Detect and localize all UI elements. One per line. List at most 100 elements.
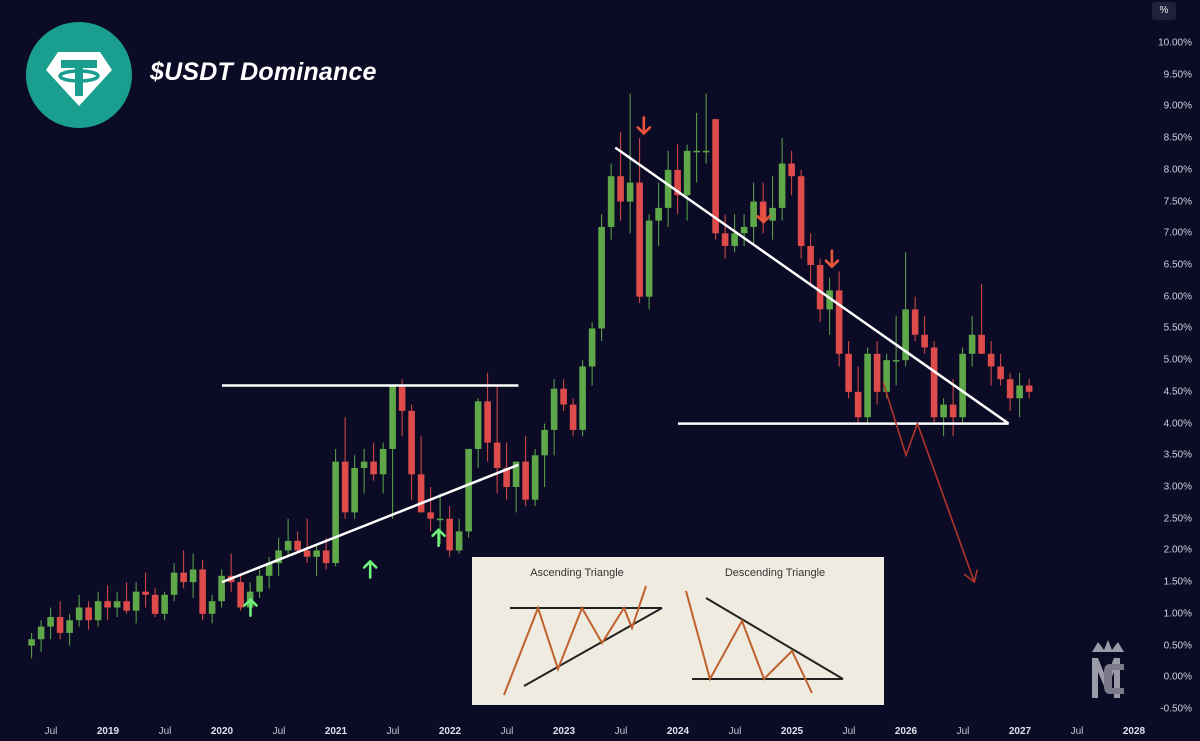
candle-body xyxy=(778,163,786,208)
y-tick-label: 5.50% xyxy=(1163,322,1192,334)
candle-body xyxy=(417,474,425,513)
candle-body xyxy=(731,233,738,246)
candle xyxy=(892,315,900,386)
candle xyxy=(740,214,748,246)
trendlines-group xyxy=(221,146,1010,584)
candle-body xyxy=(94,601,102,621)
x-tick-label: Jul xyxy=(614,726,628,737)
candle-body xyxy=(493,442,501,468)
candle-body xyxy=(968,334,976,354)
candle-body xyxy=(560,388,567,405)
candle xyxy=(75,594,83,627)
candle-body xyxy=(332,461,339,564)
y-tick-label: -0.50% xyxy=(1160,703,1192,715)
candle-body xyxy=(389,385,396,449)
candle xyxy=(484,372,491,462)
candle xyxy=(987,341,995,386)
candle-body xyxy=(902,309,909,361)
candle xyxy=(47,607,54,640)
candle xyxy=(85,601,92,630)
candle xyxy=(123,582,130,614)
x-tick-label: 2021 xyxy=(324,726,348,737)
tether-logo xyxy=(26,22,132,128)
candle xyxy=(1006,372,1014,411)
candle xyxy=(968,315,976,367)
candle-body xyxy=(569,404,577,430)
candle xyxy=(531,448,539,507)
y-tick-label: 9.50% xyxy=(1163,69,1192,81)
candle xyxy=(588,322,596,386)
candle xyxy=(493,385,501,494)
candle-body xyxy=(161,594,168,614)
candle-body xyxy=(997,366,1004,380)
candle-body xyxy=(47,617,54,627)
candle-body xyxy=(56,617,64,633)
candle-body xyxy=(275,550,282,564)
candle-body xyxy=(845,353,852,392)
candle xyxy=(455,518,463,554)
candle-body xyxy=(892,360,900,362)
candle-body xyxy=(626,182,634,202)
candle xyxy=(161,591,168,621)
candle-body xyxy=(1025,385,1033,392)
candle xyxy=(170,563,178,602)
candle xyxy=(332,448,339,567)
candle xyxy=(180,550,187,589)
candle xyxy=(721,214,729,259)
support-arrow-icon xyxy=(362,560,378,579)
candle-body xyxy=(218,575,225,602)
x-tick-label: Jul xyxy=(956,726,970,737)
candle xyxy=(151,588,159,618)
candle xyxy=(873,341,881,405)
candle xyxy=(560,379,567,411)
candle-body xyxy=(75,607,83,621)
candle xyxy=(351,455,358,519)
candle-body xyxy=(617,176,624,202)
y-tick-label: 4.00% xyxy=(1163,418,1192,430)
candle xyxy=(940,398,947,437)
trendline-ascending-support xyxy=(221,463,519,584)
candle xyxy=(598,214,605,342)
candle-body xyxy=(864,353,871,418)
candle xyxy=(408,404,415,500)
candle-body xyxy=(826,290,833,310)
candle xyxy=(807,233,814,285)
trendline-descending-resistance xyxy=(614,146,1010,425)
candle xyxy=(436,493,444,545)
candle xyxy=(626,93,634,234)
candle-body xyxy=(769,207,776,221)
candle xyxy=(617,131,624,221)
candle-body xyxy=(674,169,681,196)
candle xyxy=(674,144,681,215)
candle-body xyxy=(579,366,586,430)
candle xyxy=(902,252,909,367)
candle-body xyxy=(550,388,558,430)
candle xyxy=(788,150,795,196)
candle xyxy=(28,632,35,659)
candle-body xyxy=(930,347,938,418)
candle xyxy=(303,518,311,564)
x-tick-label: Jul xyxy=(386,726,400,737)
candle xyxy=(341,417,349,519)
candle-body xyxy=(835,290,843,354)
y-tick-label: 0.00% xyxy=(1163,671,1192,683)
candle xyxy=(512,461,520,513)
candle-body xyxy=(788,163,795,177)
candle xyxy=(778,138,786,221)
x-tick-label: Jul xyxy=(1070,726,1084,737)
candle xyxy=(702,93,710,164)
candle-body xyxy=(303,550,311,557)
candles-group xyxy=(28,93,1033,659)
ascending-triangle-label: Ascending Triangle xyxy=(530,567,624,579)
candle-body xyxy=(940,404,947,418)
x-tick-label: 2022 xyxy=(438,726,462,737)
x-tick-label: 2020 xyxy=(210,726,234,737)
candle xyxy=(275,537,282,576)
candle-body xyxy=(379,448,387,475)
unit-badge[interactable]: % xyxy=(1152,2,1176,20)
candle-body xyxy=(598,226,605,329)
candle-body xyxy=(360,461,368,468)
candle-body xyxy=(294,540,301,551)
support-arrow-icon xyxy=(243,598,258,617)
